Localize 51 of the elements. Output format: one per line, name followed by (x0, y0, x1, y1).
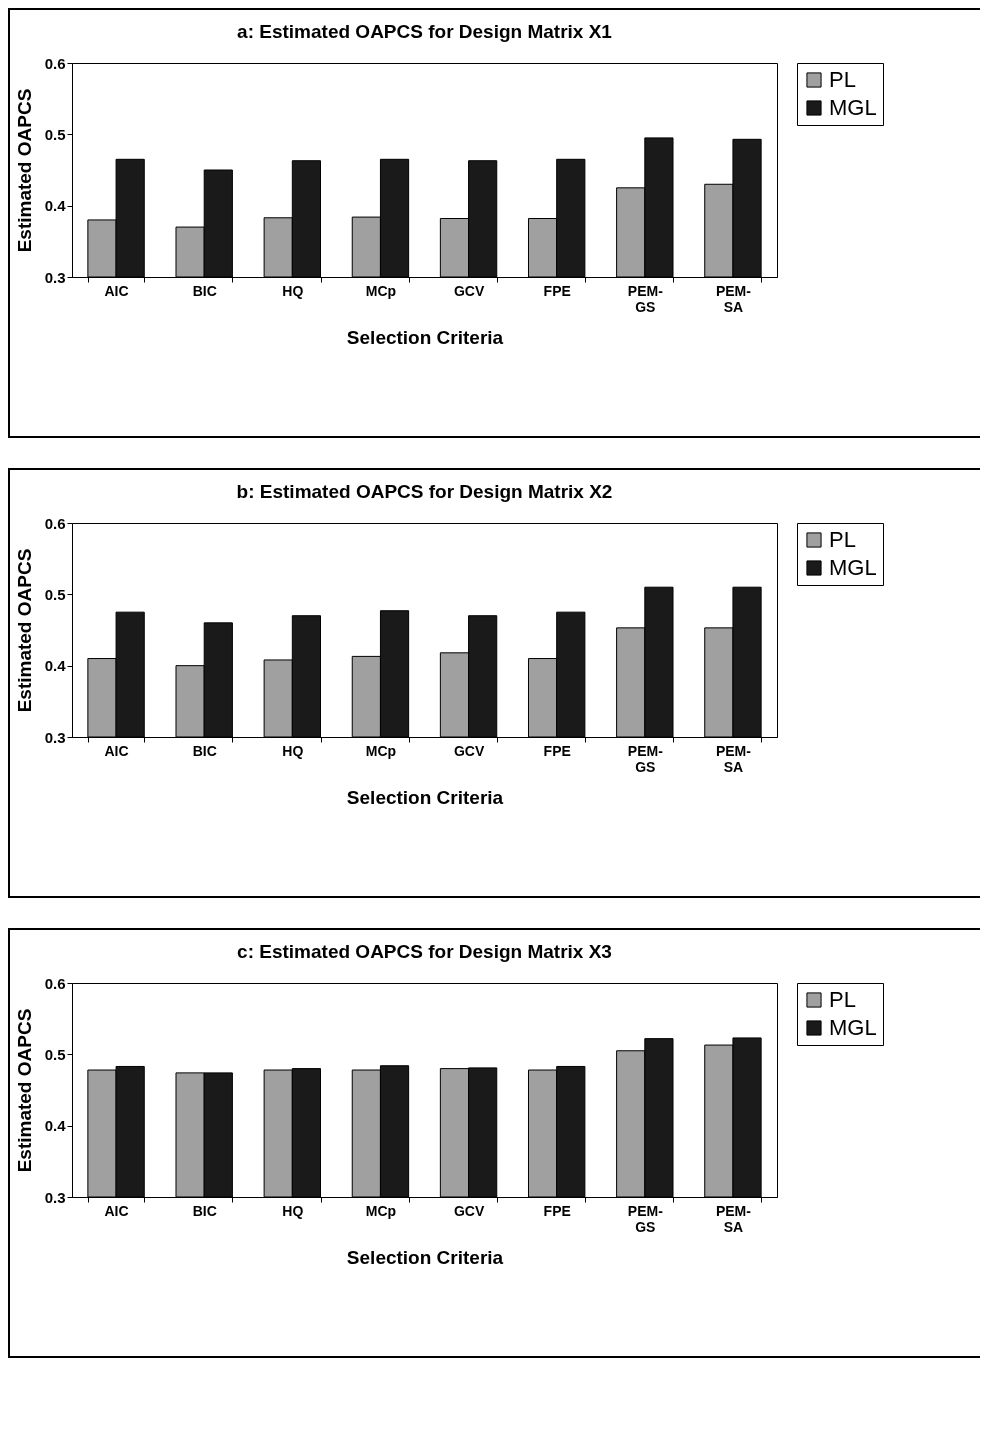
x-tick-label: FPE (543, 282, 571, 299)
legend-label: MGL (829, 1015, 877, 1040)
chart-title: b: Estimated OAPCS for Design Matrix X2 (236, 481, 613, 502)
x-axis-title: Selection Criteria (346, 326, 504, 348)
x-tick-label: PEM-SA (715, 742, 752, 775)
x-tick-label: MCp (365, 282, 397, 299)
x-tick-label: AIC (104, 742, 129, 759)
y-axis-title: Estimated OAPCS (13, 548, 35, 713)
y-tick-label: 0.3 (44, 1188, 66, 1206)
x-axis-title: Selection Criteria (346, 786, 504, 808)
y-tick-label: 0.4 (44, 657, 67, 675)
y-tick-label: 0.4 (44, 197, 67, 215)
x-tick-label: MCp (365, 742, 397, 759)
x-tick-label: FPE (543, 742, 571, 759)
legend-label: PL (829, 527, 856, 552)
x-tick-label: AIC (104, 282, 129, 299)
x-tick-label: HQ (282, 1202, 304, 1219)
y-axis-title: Estimated OAPCS (13, 1008, 35, 1173)
x-tick-label: PEM-SA (715, 1202, 752, 1235)
chart-title: c: Estimated OAPCS for Design Matrix X3 (237, 941, 612, 962)
x-axis-title: Selection Criteria (346, 1246, 504, 1268)
legend-label: MGL (829, 555, 877, 580)
x-tick-label: PEM-GS (627, 1202, 664, 1235)
legend-label: PL (829, 67, 856, 92)
x-tick-label: GCV (453, 1202, 485, 1219)
x-tick-label: BIC (192, 1202, 217, 1219)
x-tick-label: FPE (543, 1202, 571, 1219)
y-tick-label: 0.3 (44, 268, 66, 286)
x-tick-label: PEM-SA (715, 282, 752, 315)
y-tick-label: 0.4 (44, 1117, 67, 1135)
legend-label: MGL (829, 95, 877, 120)
x-tick-label: PEM-GS (627, 282, 664, 315)
y-tick-label: 0.6 (44, 514, 66, 532)
x-tick-label: GCV (453, 282, 485, 299)
legend-label: PL (829, 987, 856, 1012)
x-tick-label: MCp (365, 1202, 397, 1219)
x-tick-label: BIC (192, 282, 217, 299)
y-tick-label: 0.6 (44, 974, 66, 992)
y-tick-label: 0.5 (44, 125, 66, 143)
x-tick-label: HQ (282, 282, 304, 299)
y-tick-label: 0.5 (44, 1045, 66, 1063)
x-tick-label: PEM-GS (627, 742, 664, 775)
x-tick-label: BIC (192, 742, 217, 759)
x-tick-label: AIC (104, 1202, 129, 1219)
y-tick-label: 0.6 (44, 54, 66, 72)
chart-title: a: Estimated OAPCS for Design Matrix X1 (237, 21, 613, 42)
y-axis-title: Estimated OAPCS (13, 88, 35, 253)
x-tick-label: GCV (453, 742, 485, 759)
y-tick-label: 0.3 (44, 728, 66, 746)
x-tick-label: HQ (282, 742, 304, 759)
y-tick-label: 0.5 (44, 585, 66, 603)
